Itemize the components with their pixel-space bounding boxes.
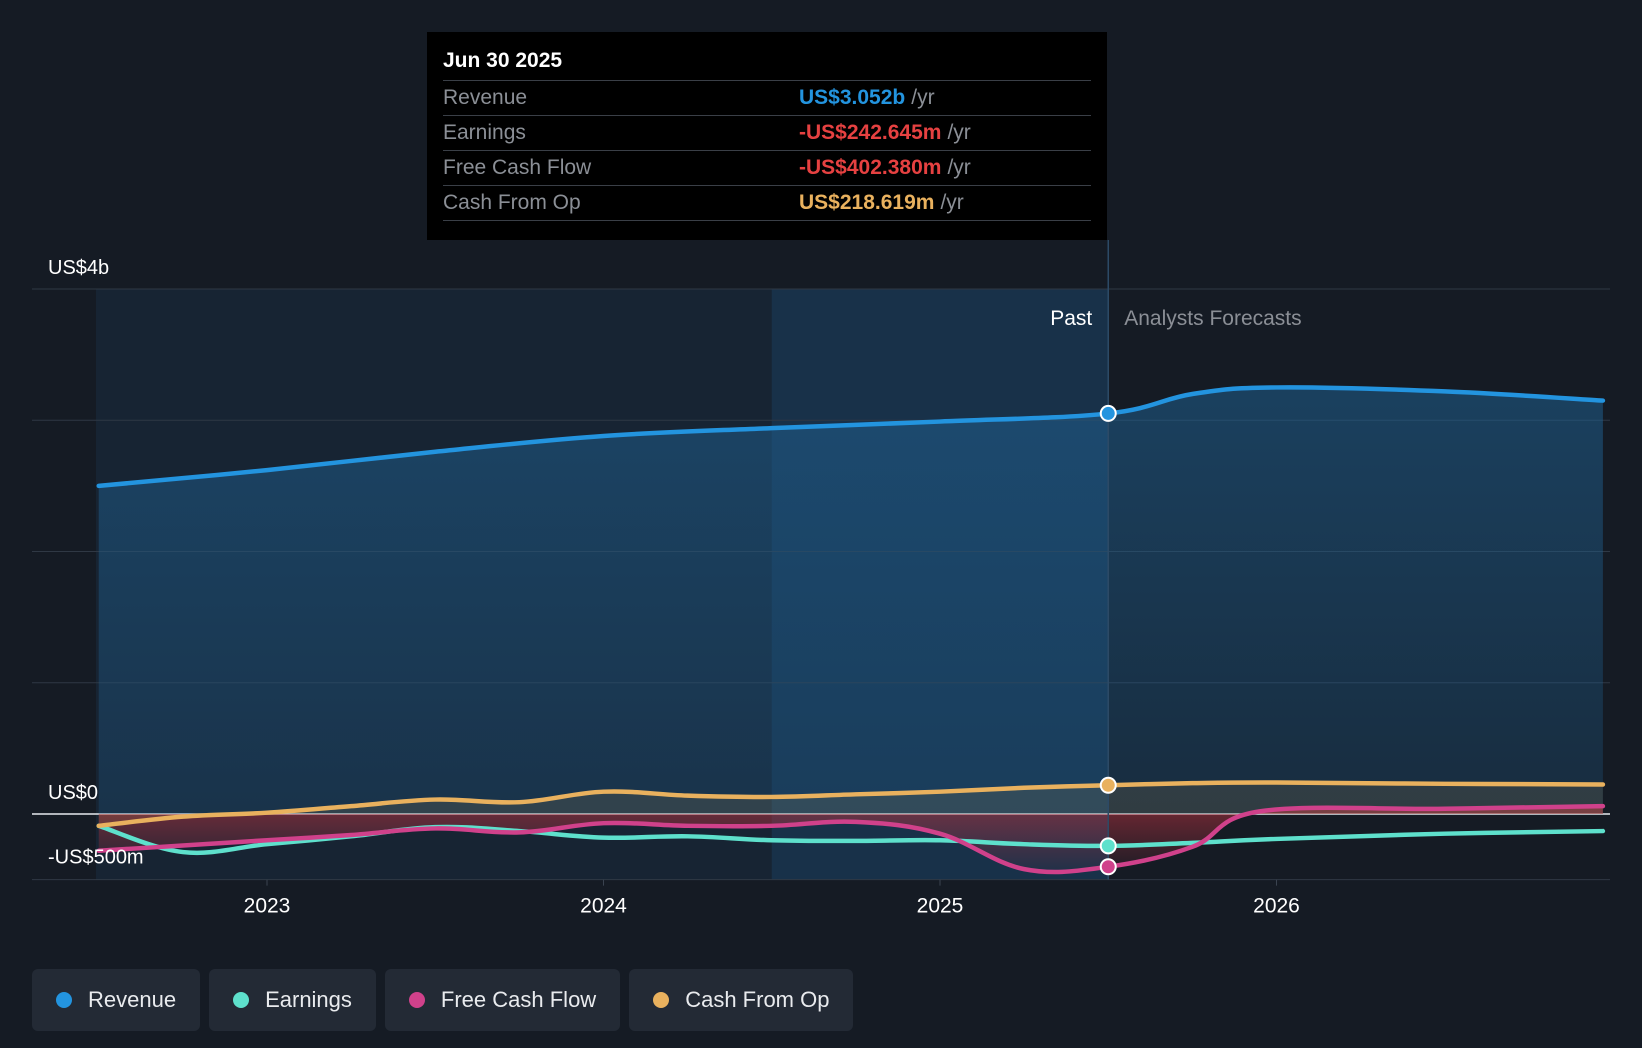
legend-item-cash-from-op[interactable]: Cash From Op (629, 969, 854, 1031)
legend-item-revenue[interactable]: Revenue (32, 969, 201, 1031)
legend-dot-icon (408, 992, 425, 1008)
tooltip-value: US$3.052b (799, 86, 906, 109)
tooltip: Jun 30 2025 Revenue US$3.052b /yr Earnin… (427, 32, 1107, 240)
x-axis-label: 2023 (244, 895, 291, 918)
free-cash-flow-marker (1099, 858, 1117, 876)
earnings-marker (1099, 837, 1117, 855)
legend-item-free-cash-flow[interactable]: Free Cash Flow (384, 969, 621, 1031)
series-lines (96, 385, 1606, 875)
cash-from-op-marker (1099, 776, 1117, 794)
series-areas (98, 387, 1603, 873)
series-markers (1099, 404, 1117, 876)
past-label: Past (1050, 307, 1092, 330)
tooltip-label: Free Cash Flow (443, 156, 592, 179)
tooltip-value: -US$242.645m (799, 121, 942, 144)
x-axis-label: 2024 (580, 895, 627, 918)
y-axis-label: US$4b (48, 257, 109, 279)
tooltip-row-earnings: Earnings -US$242.645m /yr (443, 115, 1091, 150)
tooltip-unit: /yr (911, 86, 935, 109)
tooltip-row-revenue: Revenue US$3.052b /yr (443, 80, 1091, 115)
tooltip-row-cash-from-op: Cash From Op US$218.619m /yr (443, 185, 1091, 221)
tooltip-label: Revenue (443, 86, 528, 109)
revenue-line (96, 385, 1606, 489)
tooltip-unit: /yr (940, 191, 964, 214)
x-axis-label: 2025 (917, 895, 964, 918)
legend: Revenue Earnings Free Cash Flow Cash Fro… (32, 969, 854, 1031)
y-axis-label: US$0 (48, 782, 98, 804)
tooltip-value: US$218.619m (799, 191, 935, 214)
cash-from-op-area (98, 782, 1603, 826)
legend-label: Free Cash Flow (440, 987, 597, 1012)
legend-label: Revenue (88, 987, 177, 1012)
free-cash-flow-line (96, 803, 1606, 875)
tooltip-unit: /yr (947, 156, 971, 179)
tooltip-label: Cash From Op (443, 191, 581, 214)
tooltip-date: Jun 30 2025 (443, 49, 563, 72)
tooltip-value: -US$402.380m (799, 156, 942, 179)
free-cash-flow-area (98, 806, 1603, 873)
cash-from-op-line (96, 780, 1606, 829)
legend-item-earnings[interactable]: Earnings (209, 969, 376, 1031)
legend-dot-icon (233, 992, 250, 1008)
legend-label: Earnings (265, 987, 352, 1012)
legend-dot-icon (56, 992, 72, 1008)
axis-labels: US$4b US$0 -US$500m 2023 2024 2025 2026 Past Ana… (48, 257, 1302, 918)
y-axis-label: -US$500m (48, 847, 144, 869)
tooltip-label: Earnings (443, 121, 526, 144)
forecast-label: Analysts Forecasts (1124, 307, 1301, 330)
x-axis-label: 2026 (1253, 895, 1300, 918)
revenue-area (98, 387, 1603, 814)
legend-dot-icon (653, 992, 670, 1008)
revenue-marker (1099, 404, 1117, 422)
tooltip-unit: /yr (947, 121, 971, 144)
legend-label: Cash From Op (685, 987, 830, 1012)
tooltip-row-free-cash-flow: Free Cash Flow -US$402.380m /yr (443, 150, 1091, 185)
